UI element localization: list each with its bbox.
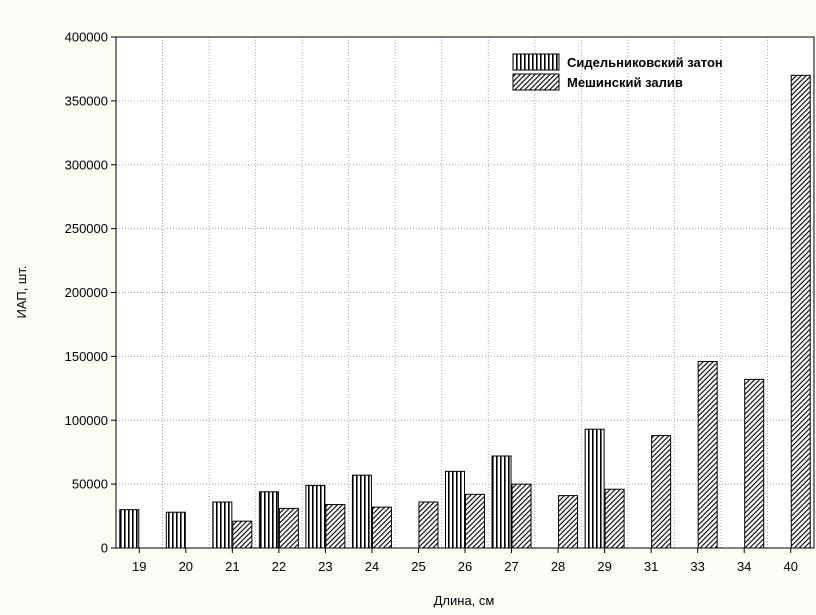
- y-tick-label: 350000: [65, 93, 108, 108]
- bar-series-2: [558, 495, 579, 549]
- legend-label-series-2: Мешинский залив: [567, 75, 683, 90]
- bar-series-1: [212, 501, 233, 549]
- y-tick-label: 250000: [65, 221, 108, 236]
- x-tick-label: 27: [504, 559, 518, 574]
- x-tick-label: 25: [411, 559, 425, 574]
- x-tick-label: 29: [597, 559, 611, 574]
- x-tick-label: 23: [318, 559, 332, 574]
- bar-series-2: [697, 360, 718, 549]
- bar-series-2: [232, 520, 253, 549]
- bar-series-1: [258, 491, 279, 549]
- x-tick-label: 28: [551, 559, 565, 574]
- y-tick-label: 50000: [72, 477, 108, 492]
- bar-series-2: [604, 488, 625, 549]
- legend-label-series-1: Сидельниковский затон: [567, 55, 723, 70]
- x-tick-label: 21: [225, 559, 239, 574]
- bar-series-2: [651, 435, 672, 549]
- y-axis: 0 50000 100000 150000 200000 250000 300000 3500…: [65, 30, 116, 556]
- bar-series-1: [305, 484, 326, 549]
- x-tick-label: 40: [783, 559, 797, 574]
- y-tick-label: 200000: [65, 285, 108, 300]
- bar-series-1: [445, 470, 465, 549]
- bar-series-1: [119, 509, 140, 549]
- bar-series-1: [351, 474, 372, 549]
- bar-series-2: [278, 507, 299, 549]
- x-tick-label: 31: [644, 559, 658, 574]
- legend-swatch-series-1: [512, 53, 560, 71]
- x-axis-title: Длина, см: [434, 593, 495, 608]
- y-tick-label: 100000: [65, 413, 108, 428]
- y-tick-label: 0: [101, 541, 108, 556]
- y-tick-label: 150000: [65, 349, 108, 364]
- x-tick-label: 24: [365, 559, 379, 574]
- bar-series-2: [744, 378, 765, 549]
- x-tick-label: 33: [690, 559, 704, 574]
- bar-series-2: [371, 506, 392, 549]
- x-tick-label: 19: [132, 559, 146, 574]
- x-axis: 19 20 21 22 23 24 25 26 27 28 29 31 33 34 40: [132, 548, 798, 574]
- y-axis-title: ИАП, шт.: [14, 266, 29, 319]
- legend: Сидельниковский затон Мешинский залив: [512, 53, 723, 91]
- bar-series-2: [790, 74, 811, 549]
- bar-series-1: [584, 428, 605, 549]
- bar-series-2: [465, 493, 485, 549]
- legend-swatch-series-2: [512, 73, 560, 91]
- x-tick-label: 34: [737, 559, 751, 574]
- y-tick-label: 300000: [65, 157, 108, 172]
- x-tick-label: 22: [272, 559, 286, 574]
- bars: [119, 74, 811, 549]
- bar-series-2: [418, 501, 439, 549]
- x-tick-label: 20: [179, 559, 193, 574]
- x-tick-label: 26: [458, 559, 472, 574]
- bar-series-1: [491, 455, 512, 549]
- y-tick-label: 400000: [65, 30, 108, 45]
- bar-series-2: [511, 483, 532, 549]
- bar-series-1: [165, 511, 186, 549]
- bar-series-2: [325, 504, 346, 549]
